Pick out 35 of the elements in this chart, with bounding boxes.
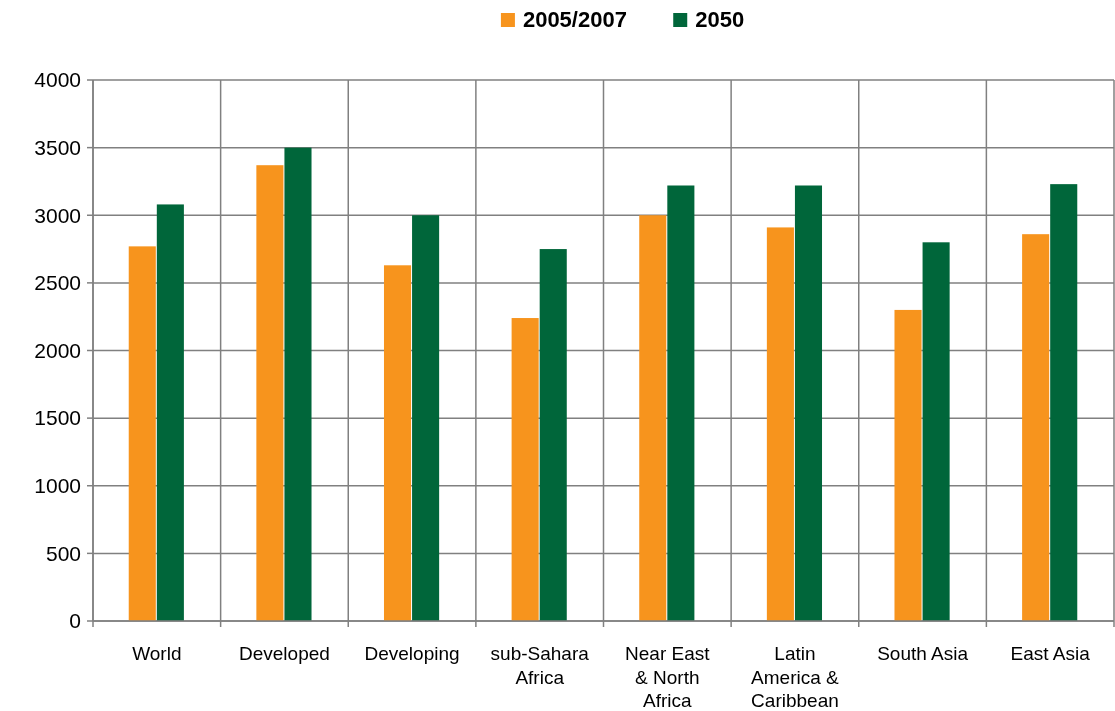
bar [766,227,794,621]
x-tick-label: sub-Sahara Africa [490,643,590,688]
bar [412,215,440,621]
bar [284,147,312,621]
bar [156,204,184,621]
x-tick-label: East Asia [1010,643,1091,664]
y-tick-label: 500 [45,541,81,565]
bar [922,242,950,621]
legend-label: 2005/2007 [522,7,627,33]
x-tick-label: Near East & North Africa [625,643,711,711]
x-tick-label: Latin America & Caribbean [751,643,840,711]
y-tick-label: 2500 [34,271,81,295]
x-tick-label: South Asia [877,643,969,664]
y-tick-label: 4000 [34,68,81,92]
bar [256,165,284,621]
y-tick-label: 1500 [34,406,81,430]
bar [1022,234,1050,621]
bar [383,265,412,621]
y-tick-label: 3500 [34,135,81,159]
bar [894,309,922,621]
x-tick-label: Developing [364,643,460,664]
bar [128,246,156,621]
bar [667,185,695,621]
y-tick-label: 2000 [34,338,81,362]
bar [1050,184,1078,621]
bar [511,318,539,621]
y-tick-label: 3000 [34,203,81,227]
y-tick-label: 1000 [34,474,81,498]
x-tick-label: Developed [239,643,330,664]
x-tick-label: World [132,643,182,664]
legend-label: 2050 [695,7,745,33]
y-tick-label: 0 [69,609,81,633]
bar [794,185,823,621]
bar [539,249,567,621]
bar [639,215,667,621]
